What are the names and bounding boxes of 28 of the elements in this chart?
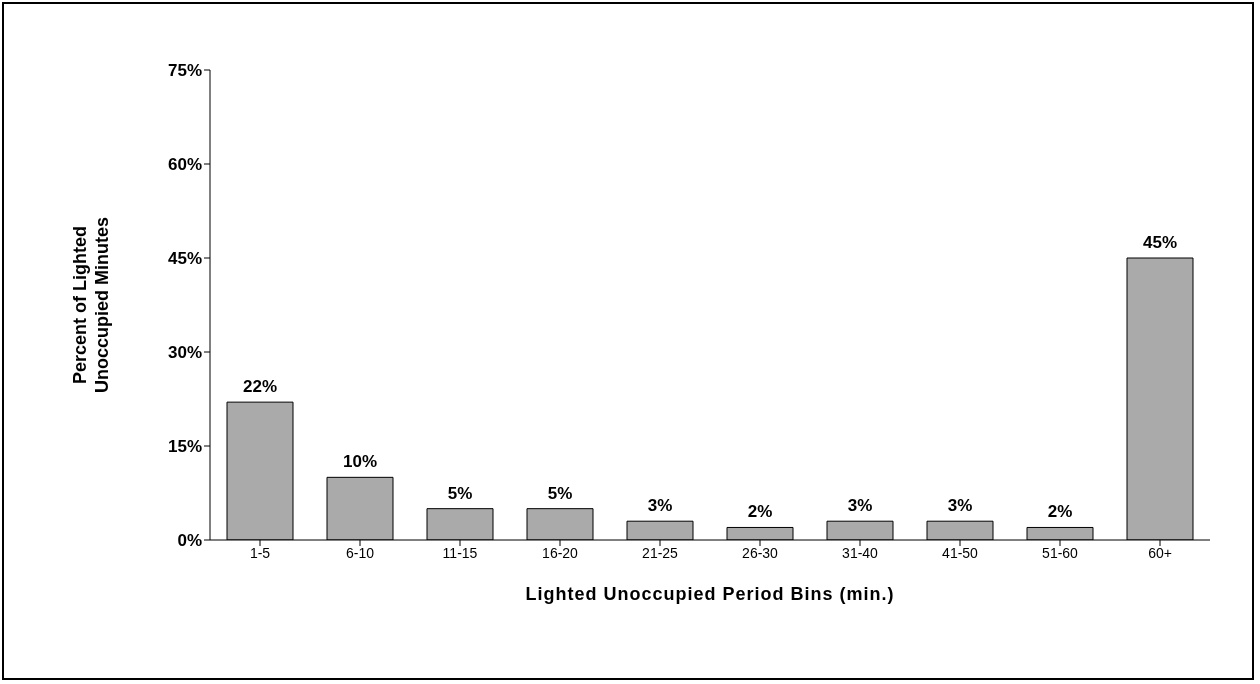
x-tick-label: 11-15 (442, 544, 478, 561)
data-label: 5% (447, 483, 473, 503)
y-tick-label: 45% (167, 249, 202, 269)
data-label: 45% (1142, 233, 1178, 252)
data-label: 5% (547, 483, 573, 503)
data-label: 2% (1047, 502, 1073, 522)
x-tick-label: 41-50 (942, 544, 979, 561)
x-tick-label: 31-40 (842, 544, 879, 561)
x-tick-label: 60+ (1148, 544, 1172, 561)
y-tick-label: 15% (167, 437, 202, 457)
data-label: 2% (747, 502, 773, 522)
data-label: 10% (342, 452, 378, 472)
y-tick-label: 60% (167, 155, 202, 175)
x-tick-label: 1-5 (249, 544, 271, 561)
data-label: 22% (242, 377, 278, 397)
y-tick-label: 0% (177, 531, 202, 551)
data-label: 3% (847, 496, 873, 516)
x-tick-label: 26-30 (742, 544, 779, 561)
x-axis-title: Lighted Unoccupied Period Bins (min.) (525, 584, 895, 604)
data-label: 3% (947, 496, 973, 516)
y-axis-title: Percent of Lighted Unoccupied Minutes (70, 216, 112, 394)
y-tick-label: 30% (167, 343, 202, 363)
x-tick-label: 21-25 (642, 544, 679, 561)
x-tick-label: 6-10 (345, 544, 375, 561)
x-tick-label: 16-20 (542, 544, 579, 561)
y-tick-label: 75% (167, 61, 202, 81)
data-label: 3% (647, 496, 673, 516)
x-tick-label: 51-60 (1042, 544, 1079, 561)
